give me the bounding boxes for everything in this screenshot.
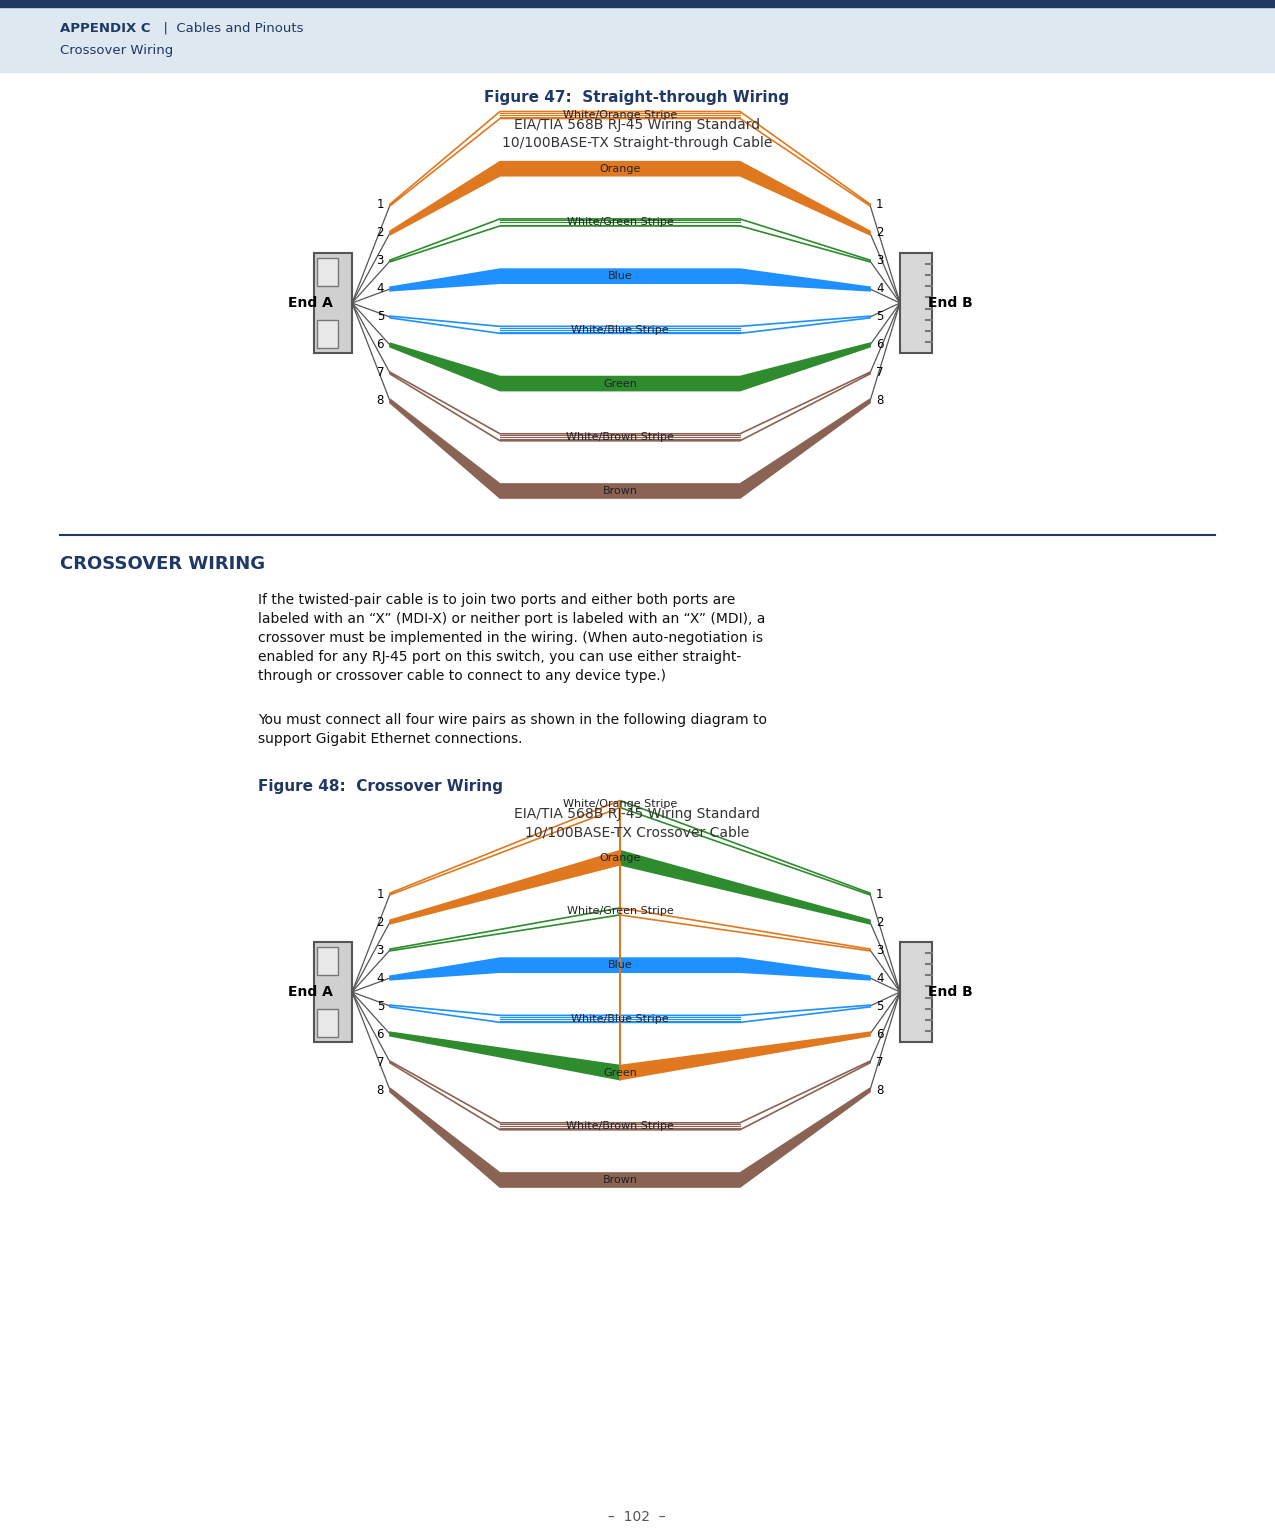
Text: Blue: Blue xyxy=(608,271,632,282)
Text: EIA/TIA 568B RJ-45 Wiring Standard: EIA/TIA 568B RJ-45 Wiring Standard xyxy=(514,807,760,821)
Text: crossover must be implemented in the wiring. (When auto-negotiation is: crossover must be implemented in the wir… xyxy=(258,631,762,645)
Text: Crossover Wiring: Crossover Wiring xyxy=(60,44,173,57)
Text: through or crossover cable to connect to any device type.): through or crossover cable to connect to… xyxy=(258,669,666,683)
Text: Orange: Orange xyxy=(599,164,640,173)
Text: 5: 5 xyxy=(876,311,884,323)
Text: Brown: Brown xyxy=(603,1175,638,1184)
Text: 2: 2 xyxy=(376,227,384,239)
Text: Green: Green xyxy=(603,1068,638,1077)
Text: Blue: Blue xyxy=(608,961,632,970)
Text: 7: 7 xyxy=(376,366,384,380)
Polygon shape xyxy=(390,343,870,391)
Text: End A: End A xyxy=(288,985,333,999)
Text: support Gigabit Ethernet connections.: support Gigabit Ethernet connections. xyxy=(258,732,523,746)
Text: 1: 1 xyxy=(876,887,884,901)
Text: 3: 3 xyxy=(876,944,884,956)
Text: 5: 5 xyxy=(376,311,384,323)
Text: End B: End B xyxy=(928,985,973,999)
Text: 7: 7 xyxy=(376,1056,384,1068)
Text: APPENDIX C: APPENDIX C xyxy=(60,21,150,35)
Text: 7: 7 xyxy=(876,366,884,380)
Polygon shape xyxy=(390,372,870,441)
Text: End B: End B xyxy=(928,296,973,309)
Text: 4: 4 xyxy=(376,282,384,296)
Text: enabled for any RJ-45 port on this switch, you can use either straight-: enabled for any RJ-45 port on this switc… xyxy=(258,650,741,663)
Text: 1: 1 xyxy=(376,199,384,211)
Polygon shape xyxy=(390,400,870,498)
Text: Figure 47:  Straight-through Wiring: Figure 47: Straight-through Wiring xyxy=(484,90,789,106)
Polygon shape xyxy=(390,801,870,951)
Text: White/Brown Stripe: White/Brown Stripe xyxy=(566,1121,674,1131)
Bar xyxy=(317,1010,338,1037)
Text: 4: 4 xyxy=(876,282,884,296)
Text: White/Green Stripe: White/Green Stripe xyxy=(566,218,673,227)
Text: 7: 7 xyxy=(876,1056,884,1068)
Text: CROSSOVER WIRING: CROSSOVER WIRING xyxy=(60,555,265,573)
Bar xyxy=(900,942,932,1042)
Text: 6: 6 xyxy=(876,1028,884,1040)
Text: 5: 5 xyxy=(376,999,384,1013)
Text: 1: 1 xyxy=(376,887,384,901)
Text: 10/100BASE-TX Straight-through Cable: 10/100BASE-TX Straight-through Cable xyxy=(502,136,773,150)
Polygon shape xyxy=(390,1088,870,1187)
Text: labeled with an “X” (MDI-X) or neither port is labeled with an “X” (MDI), a: labeled with an “X” (MDI-X) or neither p… xyxy=(258,611,765,627)
Polygon shape xyxy=(390,958,870,980)
Polygon shape xyxy=(390,316,870,334)
Bar xyxy=(317,320,338,348)
Text: –  102  –: – 102 – xyxy=(608,1511,666,1524)
Text: 2: 2 xyxy=(376,916,384,928)
Text: White/Orange Stripe: White/Orange Stripe xyxy=(562,800,677,809)
Polygon shape xyxy=(390,850,870,1080)
Text: Figure 48:  Crossover Wiring: Figure 48: Crossover Wiring xyxy=(258,778,504,794)
Bar xyxy=(314,253,352,352)
Bar xyxy=(900,253,932,352)
Text: 1: 1 xyxy=(876,199,884,211)
Text: White/Orange Stripe: White/Orange Stripe xyxy=(562,110,677,119)
Text: 3: 3 xyxy=(376,944,384,956)
Text: Green: Green xyxy=(603,378,638,389)
Polygon shape xyxy=(390,850,870,1080)
Text: 4: 4 xyxy=(876,971,884,985)
Polygon shape xyxy=(390,219,870,262)
Text: Orange: Orange xyxy=(599,853,640,863)
Bar xyxy=(314,942,352,1042)
Text: End A: End A xyxy=(288,296,333,309)
Text: 5: 5 xyxy=(876,999,884,1013)
Text: 10/100BASE-TX Crossover Cable: 10/100BASE-TX Crossover Cable xyxy=(525,826,750,840)
Bar xyxy=(317,257,338,286)
Text: White/Blue Stripe: White/Blue Stripe xyxy=(571,325,669,336)
Text: 3: 3 xyxy=(876,254,884,268)
Text: 6: 6 xyxy=(876,339,884,351)
Text: 2: 2 xyxy=(876,227,884,239)
Text: |  Cables and Pinouts: | Cables and Pinouts xyxy=(156,21,303,35)
Text: Brown: Brown xyxy=(603,486,638,496)
Text: 8: 8 xyxy=(876,1083,884,1097)
Text: 8: 8 xyxy=(376,395,384,408)
Text: 3: 3 xyxy=(376,254,384,268)
Text: White/Green Stripe: White/Green Stripe xyxy=(566,907,673,916)
Polygon shape xyxy=(390,801,870,951)
Bar xyxy=(317,947,338,974)
Text: 2: 2 xyxy=(876,916,884,928)
Text: 8: 8 xyxy=(376,1083,384,1097)
Text: White/Brown Stripe: White/Brown Stripe xyxy=(566,432,674,443)
Text: You must connect all four wire pairs as shown in the following diagram to: You must connect all four wire pairs as … xyxy=(258,712,768,728)
Text: 6: 6 xyxy=(376,339,384,351)
Polygon shape xyxy=(390,1005,870,1022)
Polygon shape xyxy=(390,270,870,291)
Text: 6: 6 xyxy=(376,1028,384,1040)
Text: If the twisted-pair cable is to join two ports and either both ports are: If the twisted-pair cable is to join two… xyxy=(258,593,736,607)
Text: 4: 4 xyxy=(376,971,384,985)
Polygon shape xyxy=(390,1062,870,1129)
Polygon shape xyxy=(390,162,870,234)
Text: White/Blue Stripe: White/Blue Stripe xyxy=(571,1014,669,1023)
Text: 8: 8 xyxy=(876,395,884,408)
Polygon shape xyxy=(390,112,870,205)
Text: EIA/TIA 568B RJ-45 Wiring Standard: EIA/TIA 568B RJ-45 Wiring Standard xyxy=(514,118,760,132)
Bar xyxy=(0,0,1275,8)
Bar xyxy=(0,8,1275,72)
